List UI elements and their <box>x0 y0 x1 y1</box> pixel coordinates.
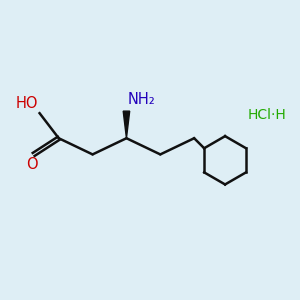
Text: HO: HO <box>16 96 38 111</box>
Text: O: O <box>26 157 38 172</box>
Text: NH₂: NH₂ <box>128 92 156 107</box>
Polygon shape <box>123 111 130 138</box>
Text: HCl·H: HCl·H <box>247 108 286 122</box>
